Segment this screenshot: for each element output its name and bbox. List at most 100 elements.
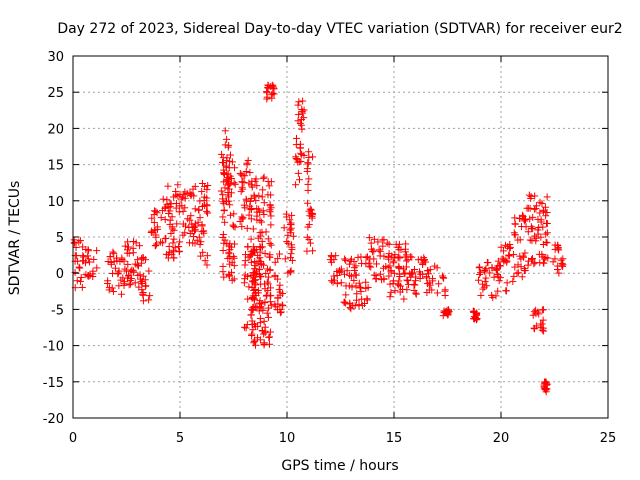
data-point: [524, 228, 532, 236]
data-point: [247, 235, 255, 243]
data-point: [191, 182, 199, 190]
data-point: [494, 287, 502, 295]
data-point: [70, 239, 78, 247]
data-point: [292, 134, 300, 142]
data-point: [230, 222, 238, 230]
data-point: [295, 176, 303, 184]
data-point: [391, 287, 399, 295]
data-point: [150, 207, 158, 215]
data-point: [390, 259, 398, 267]
data-point: [124, 260, 132, 268]
data-point: [298, 115, 306, 123]
x-axis-label: GPS time / hours: [281, 458, 398, 474]
data-point: [161, 204, 169, 212]
data-point: [494, 257, 502, 265]
data-point: [410, 280, 418, 288]
data-point: [198, 188, 206, 196]
data-point: [179, 193, 187, 201]
data-point: [224, 191, 232, 199]
data-point: [225, 250, 233, 258]
data-point: [251, 258, 259, 266]
data-point: [365, 259, 373, 267]
data-point: [196, 197, 204, 205]
data-point: [203, 207, 211, 215]
data-point: [223, 135, 231, 143]
data-point: [303, 247, 311, 255]
data-point: [225, 185, 233, 193]
data-point: [150, 219, 158, 227]
data-point: [543, 193, 551, 201]
data-point: [342, 291, 350, 299]
data-point: [303, 233, 311, 241]
data-point: [93, 247, 101, 255]
data-point: [521, 217, 529, 225]
data-point: [225, 164, 233, 172]
data-point: [256, 297, 264, 305]
data-point: [555, 269, 563, 277]
data-point: [228, 158, 236, 166]
data-point: [520, 216, 528, 224]
data-point: [394, 253, 402, 261]
data-point: [304, 223, 312, 231]
data-point: [492, 292, 500, 300]
data-point: [304, 160, 312, 168]
data-point: [266, 266, 274, 274]
data-point: [249, 278, 257, 286]
data-point: [220, 239, 228, 247]
data-point: [245, 283, 253, 291]
data-point: [505, 251, 513, 259]
data-point: [274, 300, 282, 308]
data-point: [219, 230, 227, 238]
data-point: [293, 156, 301, 164]
data-point: [352, 271, 360, 279]
data-point: [200, 227, 208, 235]
data-point: [161, 203, 169, 211]
data-point: [189, 239, 197, 247]
y-tick-label: 10: [47, 195, 64, 210]
data-point: [267, 241, 275, 249]
y-tick-label: -15: [43, 376, 64, 391]
data-point: [250, 247, 258, 255]
data-point: [86, 258, 94, 266]
data-point: [347, 272, 355, 280]
data-point: [433, 264, 441, 272]
data-point: [261, 250, 269, 258]
data-point: [204, 182, 212, 190]
data-point: [82, 259, 90, 267]
data-point: [145, 267, 153, 275]
data-point: [337, 279, 345, 287]
data-point: [276, 281, 284, 289]
data-point: [294, 101, 302, 109]
data-point: [356, 283, 364, 291]
data-point: [231, 223, 239, 231]
data-point: [138, 286, 146, 294]
data-point: [502, 287, 510, 295]
data-point: [117, 276, 125, 284]
data-point: [107, 258, 115, 266]
data-point: [526, 215, 534, 223]
y-tick-label: 0: [56, 267, 64, 282]
data-point: [292, 181, 300, 189]
data-point: [558, 262, 566, 270]
data-point: [385, 255, 393, 263]
data-series: [70, 81, 567, 396]
data-point: [175, 248, 183, 256]
data-point: [267, 191, 275, 199]
data-point: [531, 192, 539, 200]
data-point: [408, 253, 416, 261]
y-tick-label: -20: [43, 412, 64, 427]
data-point: [353, 296, 361, 304]
data-point: [328, 277, 336, 285]
data-point: [84, 255, 92, 263]
data-point: [111, 264, 119, 272]
data-point: [165, 210, 173, 218]
data-point: [295, 111, 303, 119]
data-point: [253, 216, 261, 224]
data-point: [258, 326, 266, 334]
data-point: [493, 266, 501, 274]
data-point: [354, 253, 362, 261]
data-point: [298, 125, 306, 133]
data-point: [536, 198, 544, 206]
data-point: [559, 255, 567, 263]
data-point: [248, 177, 256, 185]
